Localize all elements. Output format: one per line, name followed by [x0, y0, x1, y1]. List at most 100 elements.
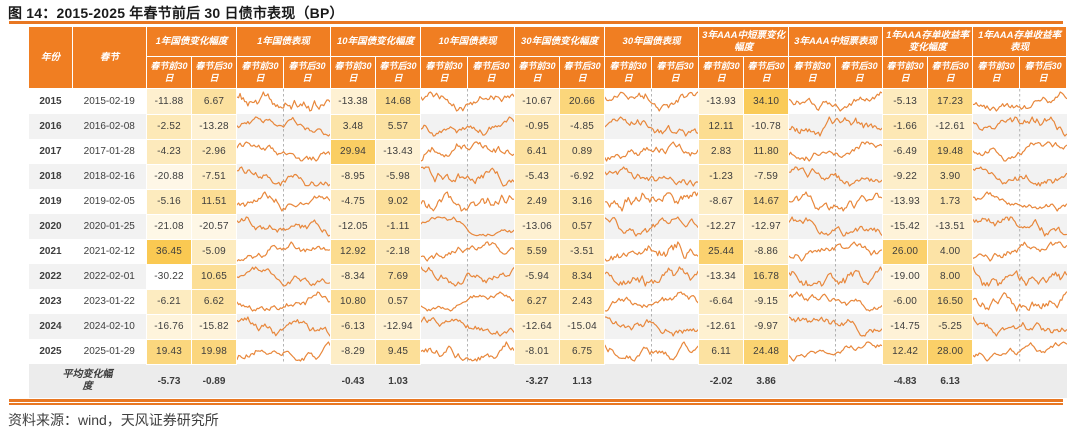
value-cell: -12.05	[330, 213, 377, 240]
subheader-post-festival: 春节后30日	[651, 56, 700, 89]
value-cell: 2.43	[559, 288, 606, 315]
subheader-post-festival: 春节后30日	[743, 56, 790, 89]
performance-group-header-2: 30年国债表现	[604, 26, 700, 57]
value-cell: -1.66	[882, 113, 929, 140]
value-cell: 12.92	[330, 238, 377, 265]
value-cell: -6.21	[146, 288, 192, 315]
value-cell: -12.61	[927, 113, 974, 140]
yield-path	[789, 91, 883, 112]
value-cell: 5.57	[375, 113, 422, 140]
sparkline-chart	[973, 264, 1067, 289]
value-cell: 11.80	[743, 138, 790, 165]
value-cell: 5.59	[514, 238, 561, 265]
sparkline-chart	[973, 114, 1067, 139]
value-cell: 12.42	[882, 338, 929, 365]
sparkline-chart	[237, 114, 331, 139]
value-cell: -6.64	[698, 288, 745, 315]
value-cell: -4.85	[559, 113, 606, 140]
sparkline-chart	[237, 239, 331, 264]
value-cell: 14.68	[375, 88, 422, 115]
sparkline-chart	[605, 214, 699, 239]
sparkline-cell	[420, 139, 515, 164]
value-cell: 17.23	[927, 88, 974, 115]
average-row: 平均变化幅度 -5.73 -0.89 -0.43 1.03 -3.27 1.13 -2.02 3…	[28, 364, 1067, 398]
value-cell: -15.42	[882, 213, 929, 240]
value-cell: 29.94	[330, 138, 377, 165]
sparkline-cell	[604, 239, 699, 264]
yield-path	[237, 166, 331, 187]
sparkline-cell	[236, 88, 331, 114]
sparkline-chart	[973, 289, 1067, 314]
sparkline-cell	[604, 289, 699, 314]
value-cell: 3.16	[559, 188, 606, 215]
sparkline-chart	[789, 214, 883, 239]
sparkline-cell	[972, 88, 1067, 114]
sparkline-chart	[973, 339, 1067, 364]
value-cell: -3.51	[559, 238, 606, 265]
yield-path	[605, 291, 699, 312]
value-cell: -5.94	[514, 263, 561, 290]
table-row: 2019 2019-02-05 -5.16 11.51 -4.75 9.02 2.49 3.1…	[28, 188, 1067, 215]
value-cell: -13.43	[375, 138, 422, 165]
average-sparkline-placeholder	[788, 364, 883, 398]
average-sparkline-placeholder	[420, 364, 515, 398]
yield-path	[789, 166, 883, 187]
sparkline-chart	[421, 339, 515, 364]
subheader-post-festival: 春节后30日	[375, 56, 422, 89]
sparkline-chart	[421, 239, 515, 264]
value-cell: 16.50	[927, 288, 974, 315]
year-cell: 2021	[28, 239, 73, 264]
sparkline-cell	[420, 289, 515, 314]
yield-path	[421, 91, 515, 112]
value-cell: 1.73	[927, 188, 974, 215]
value-cell: -15.82	[190, 313, 238, 340]
yield-path	[237, 241, 331, 262]
performance-group-header-4: 1年AAA存单收益率表现	[972, 26, 1068, 57]
yield-path	[605, 141, 699, 162]
value-cell: -2.52	[146, 113, 192, 140]
yield-path	[973, 316, 1067, 337]
year-cell: 2025	[28, 339, 73, 364]
sparkline-cell	[604, 264, 699, 289]
yield-path	[605, 191, 699, 212]
year-cell: 2024	[28, 314, 73, 339]
year-column-header: 年份	[28, 26, 73, 89]
sparkline-chart	[789, 239, 883, 264]
subheader-pre-festival: 春节前30日	[788, 56, 837, 89]
year-cell: 2020	[28, 214, 73, 239]
yield-path	[789, 241, 883, 262]
sparkline-cell	[604, 139, 699, 164]
value-cell: -9.15	[743, 288, 790, 315]
value-cell: -6.49	[882, 138, 929, 165]
value-cell: -13.93	[698, 88, 745, 115]
value-cell: 6.75	[559, 338, 606, 365]
value-cell: -8.95	[330, 163, 377, 190]
year-cell: 2019	[28, 189, 73, 214]
sparkline-cell	[236, 264, 331, 289]
value-cell: -13.28	[190, 113, 238, 140]
sparkline-cell	[420, 214, 515, 239]
value-cell: 34.10	[743, 88, 790, 115]
value-cell: -0.95	[514, 113, 561, 140]
value-cell: 19.98	[190, 338, 238, 365]
yield-path	[973, 141, 1067, 162]
yield-path	[421, 191, 515, 212]
yield-path	[237, 116, 331, 137]
sparkline-cell	[236, 314, 331, 339]
value-cell: 11.51	[190, 188, 238, 215]
subheader-post-festival: 春节后30日	[1019, 56, 1068, 89]
sparkline-chart	[789, 89, 883, 114]
sparkline-cell	[604, 214, 699, 239]
table-row: 2016 2016-02-08 -2.52 -13.28 3.48 5.57 -0.95 -4…	[28, 113, 1067, 140]
subheader-pre-festival: 春节前30日	[330, 56, 377, 89]
sparkline-cell	[420, 189, 515, 214]
sparkline-cell	[236, 239, 331, 264]
sparkline-chart	[973, 314, 1067, 339]
festival-date-cell: 2019-02-05	[72, 189, 147, 214]
sparkline-chart	[789, 289, 883, 314]
value-cell: 20.66	[559, 88, 606, 115]
value-cell: 9.02	[375, 188, 422, 215]
change-group-header-4: 1年AAA存单收益率变化幅度	[882, 26, 974, 57]
sparkline-cell	[788, 239, 883, 264]
value-cell: -20.88	[146, 163, 192, 190]
